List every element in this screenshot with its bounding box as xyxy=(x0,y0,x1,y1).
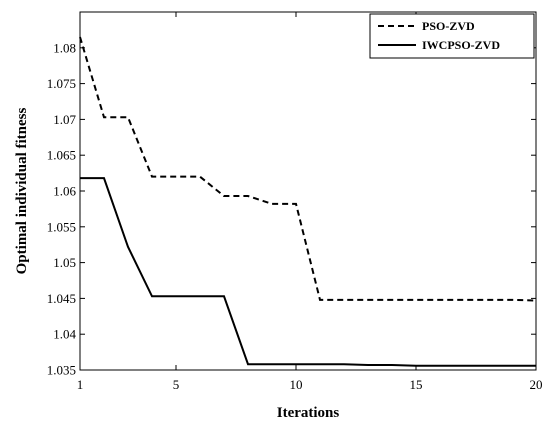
x-axis-label: Iterations xyxy=(277,405,340,421)
x-tick-label: 1 xyxy=(77,377,84,392)
series-layer xyxy=(79,36,537,367)
y-tick-label: 1.045 xyxy=(47,291,76,306)
series-line-pso-zvd xyxy=(79,36,537,302)
x-tick-label: 20 xyxy=(530,377,543,392)
legend-label: PSO-ZVD xyxy=(422,19,475,33)
y-tick-label: 1.055 xyxy=(47,219,76,234)
y-tick-label: 1.07 xyxy=(53,112,76,127)
y-tick-label: 1.035 xyxy=(47,363,76,378)
legend-label: IWCPSO-ZVD xyxy=(422,38,500,52)
y-tick-label: 1.05 xyxy=(53,255,76,270)
legend-box xyxy=(369,13,535,59)
legend: PSO-ZVD IWCPSO-ZVD xyxy=(369,13,535,59)
x-tick-label: 15 xyxy=(410,377,423,392)
y-tick-label: 1.08 xyxy=(53,40,76,55)
plot-area xyxy=(79,11,537,371)
y-axis-label: Optimal individual fitness xyxy=(14,107,30,274)
series-line-iwcpso-zvd xyxy=(80,177,536,367)
y-tick-label: 1.065 xyxy=(47,148,76,163)
x-tick-label: 5 xyxy=(173,377,180,392)
y-tick-label: 1.06 xyxy=(53,184,76,199)
x-tick-label: 10 xyxy=(290,377,303,392)
axis-ticks: 1 5 10 15 201.0351.041.0451.051.0551.061.065… xyxy=(47,12,543,392)
y-tick-label: 1.075 xyxy=(47,76,76,91)
y-tick-label: 1.04 xyxy=(53,327,76,342)
